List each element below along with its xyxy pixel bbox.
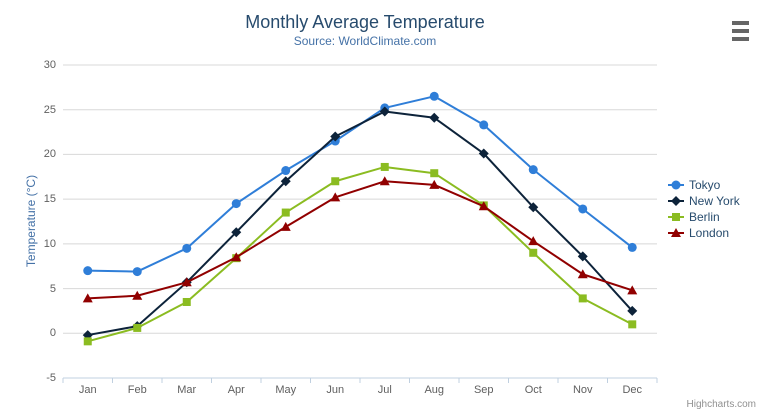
series-line[interactable] — [86, 95, 634, 273]
data-point-marker[interactable] — [231, 252, 242, 262]
legend-item-berlin[interactable]: Berlin — [668, 209, 740, 225]
data-point-marker[interactable] — [182, 243, 192, 253]
series-new-york — [82, 106, 638, 341]
data-point-marker[interactable] — [577, 269, 588, 279]
x-axis-label: Dec — [622, 384, 643, 396]
x-axis-label: Sep — [473, 384, 494, 396]
data-point-marker[interactable] — [331, 177, 340, 186]
series-line[interactable] — [86, 165, 634, 343]
highcharts-credit-link[interactable]: Highcharts.com — [686, 399, 756, 410]
chart-title: Monthly Average Temperature — [245, 12, 485, 32]
data-point-marker[interactable] — [181, 277, 192, 287]
data-point-marker[interactable] — [628, 320, 637, 329]
data-point-marker[interactable] — [83, 266, 93, 276]
series-tokyo — [83, 91, 637, 277]
legend-symbol[interactable] — [671, 180, 681, 190]
data-point-marker[interactable] — [330, 192, 341, 202]
legend-item-new-york[interactable]: New York — [668, 193, 740, 209]
x-axis-label: Oct — [524, 384, 542, 396]
y-axis-label: -5 — [46, 372, 56, 384]
x-axis-label: Apr — [227, 384, 245, 396]
data-point-marker[interactable] — [528, 236, 539, 246]
data-point-marker[interactable] — [627, 285, 638, 295]
data-point-marker[interactable] — [280, 176, 291, 187]
data-point-marker[interactable] — [231, 199, 241, 209]
series-london — [82, 176, 638, 303]
legend-item-london[interactable]: London — [668, 225, 740, 241]
data-point-marker[interactable] — [529, 248, 538, 257]
export-menu-button[interactable] — [729, 20, 753, 42]
x-axis-label: Jul — [377, 384, 392, 396]
x-axis-label: Mar — [177, 384, 197, 396]
data-point-marker[interactable] — [479, 120, 489, 130]
data-point-marker[interactable] — [528, 202, 539, 213]
data-point-marker[interactable] — [577, 251, 588, 262]
data-point-marker[interactable] — [281, 166, 291, 176]
burger-bar — [732, 29, 749, 33]
y-axis-label: 10 — [43, 237, 56, 250]
data-point-marker[interactable] — [429, 91, 439, 101]
data-point-marker[interactable] — [330, 131, 341, 142]
chart-subtitle: Source: WorldClimate.com — [293, 34, 437, 48]
data-point-marker[interactable] — [429, 112, 440, 123]
data-point-marker[interactable] — [82, 293, 93, 303]
data-point-marker[interactable] — [627, 305, 638, 316]
data-point-marker[interactable] — [281, 208, 290, 217]
series-line[interactable] — [86, 180, 634, 300]
legend-marker-square — [668, 213, 684, 221]
data-point-marker[interactable] — [280, 221, 291, 231]
y-axis-label: 25 — [43, 103, 56, 116]
data-point-marker[interactable] — [132, 267, 142, 277]
legend-label: New York — [689, 194, 740, 208]
legend-marker-triangle — [668, 228, 684, 237]
legend-symbol[interactable] — [671, 228, 681, 237]
data-point-marker[interactable] — [182, 297, 191, 306]
data-point-marker[interactable] — [528, 165, 538, 175]
data-point-marker[interactable] — [379, 106, 390, 117]
data-point-marker[interactable] — [627, 242, 637, 252]
data-point-marker[interactable] — [578, 204, 588, 214]
legend-label: Tokyo — [689, 178, 721, 192]
legend-label: Berlin — [689, 210, 720, 224]
x-axis-label: May — [275, 384, 297, 396]
data-point-marker[interactable] — [133, 323, 142, 332]
data-point-marker[interactable] — [578, 294, 587, 303]
legend: Tokyo New York Berlin London — [668, 177, 740, 241]
x-axis-label: Aug — [424, 384, 445, 396]
legend-symbol[interactable] — [672, 213, 680, 221]
series-line[interactable] — [86, 110, 634, 337]
y-axis-label: 15 — [43, 193, 56, 206]
data-point-marker[interactable] — [478, 148, 489, 159]
data-point-marker[interactable] — [380, 162, 389, 171]
legend-label: London — [689, 226, 730, 240]
data-point-marker[interactable] — [231, 227, 242, 238]
burger-bar — [732, 37, 749, 41]
legend-symbol[interactable] — [671, 196, 681, 206]
data-point-marker[interactable] — [83, 337, 92, 346]
x-axis-label: Jun — [326, 384, 345, 396]
x-axis-label: Nov — [572, 384, 593, 396]
data-point-marker[interactable] — [430, 169, 439, 178]
legend-item-tokyo[interactable]: Tokyo — [668, 177, 740, 193]
burger-bar — [732, 21, 749, 25]
legend-marker-diamond — [668, 196, 684, 206]
data-point-marker[interactable] — [478, 201, 489, 211]
y-axis-label: 30 — [43, 59, 56, 71]
y-axis-label: 0 — [49, 327, 56, 340]
y-axis-label: 5 — [49, 282, 56, 295]
y-axis-title: Temperature (°C) — [24, 174, 38, 268]
data-point-marker[interactable] — [429, 179, 440, 189]
y-axis-label: 20 — [43, 148, 56, 161]
x-axis-label: Jan — [78, 384, 97, 396]
data-point-marker[interactable] — [132, 290, 143, 300]
x-axis-label: Feb — [127, 384, 147, 396]
legend-marker-circle — [668, 180, 684, 190]
data-point-marker[interactable] — [379, 176, 390, 186]
